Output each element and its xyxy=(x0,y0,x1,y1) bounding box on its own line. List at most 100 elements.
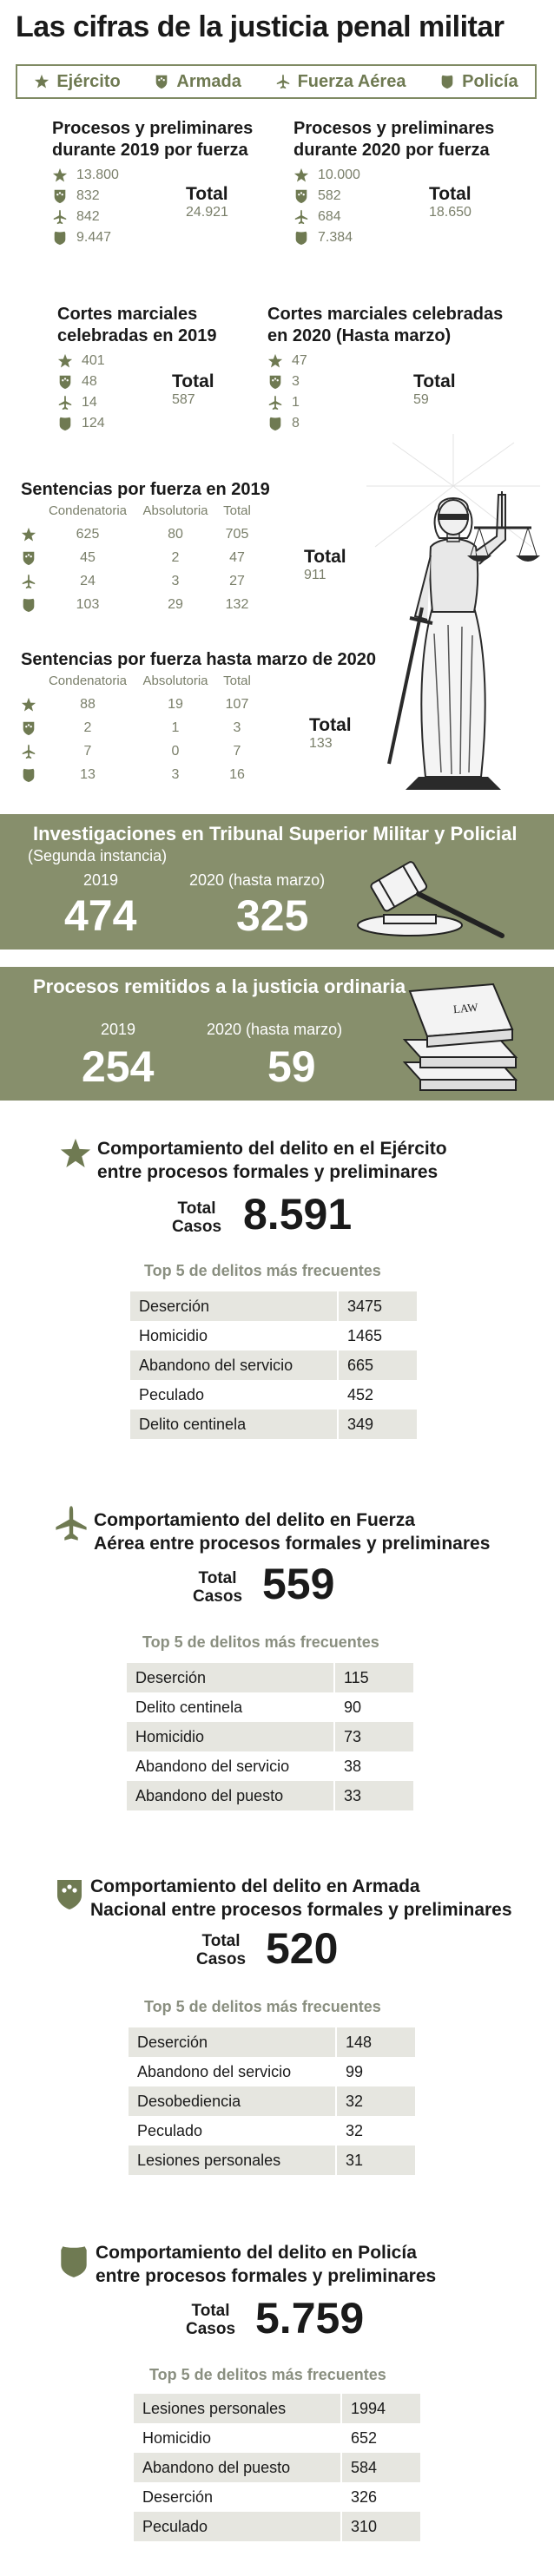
block-title: celebradas en 2019 xyxy=(57,326,217,345)
legend-item-fuerza-aerea: Fuerza Aérea xyxy=(275,72,406,92)
crime-name: Abandono del servicio xyxy=(135,1757,290,1775)
band-title: Investigaciones en Tribunal Superior Mil… xyxy=(33,823,518,844)
police-shield-icon xyxy=(17,767,40,783)
total-word: Total xyxy=(201,1932,241,1950)
table-row: Deserción 326 xyxy=(134,2482,420,2512)
crime-name: Abandono del servicio xyxy=(137,2062,292,2080)
crime-name: Lesiones personales xyxy=(129,2146,336,2175)
band-subtitle: (Segunda instancia) xyxy=(28,847,168,864)
table-row: Delito centinela 349 xyxy=(130,1410,417,1439)
force-row: 832 xyxy=(52,186,253,207)
star-icon xyxy=(59,1137,92,1174)
sentencias-2019-table: Condenatoria Absolutoria Total 625 80 70… xyxy=(17,503,278,616)
crime-name: Desobediencia xyxy=(129,2086,336,2116)
force-value: 47 xyxy=(292,353,307,368)
crime-name: Homicidio xyxy=(139,1326,208,1344)
block-title: Procesos y preliminares xyxy=(293,119,495,138)
table-row: Abandono del puesto 584 xyxy=(134,2453,420,2482)
band-title: Procesos remitidos a la justicia ordinar… xyxy=(33,976,406,997)
crime-count: 665 xyxy=(337,1350,417,1380)
navy-shield-icon xyxy=(17,550,40,566)
force-value: 13.800 xyxy=(76,168,119,182)
star-icon xyxy=(267,353,283,369)
total-label: Total xyxy=(429,184,472,204)
table-row: Delito centinela 90 xyxy=(127,1692,413,1722)
crime-count: 1994 xyxy=(340,2394,420,2423)
force-value: 9.447 xyxy=(76,230,112,245)
crime-name: Homicidio xyxy=(142,2428,212,2447)
table-row: Homicidio 652 xyxy=(134,2423,420,2453)
total-value: 18.650 xyxy=(429,205,472,220)
crime-name: Deserción xyxy=(127,1663,334,1692)
crime-name: Abandono del puesto xyxy=(127,1781,334,1810)
table-cell: 80 xyxy=(168,526,183,542)
force-row: 9.447 xyxy=(52,227,253,248)
force-value: 10.000 xyxy=(318,168,360,182)
total-value: 8.591 xyxy=(243,1190,353,1239)
sentencias-2020-title: Sentencias por fuerza hasta marzo de 202… xyxy=(21,650,377,669)
table-row: Deserción 3475 xyxy=(130,1291,417,1321)
airplane-icon xyxy=(293,209,309,225)
crime-count: 349 xyxy=(337,1410,417,1439)
total-word: Total xyxy=(191,2302,230,2320)
table-row: Deserción 115 xyxy=(127,1663,413,1692)
legend-label: Ejército xyxy=(56,71,121,91)
table-row: Peculado 310 xyxy=(134,2512,420,2541)
navy-shield-icon xyxy=(154,74,169,89)
table-row: Lesiones personales 31 xyxy=(129,2146,415,2175)
value-2020: 59 xyxy=(267,1042,316,1091)
total-label: Total xyxy=(304,547,346,567)
total-label: Total xyxy=(186,184,228,204)
total-casos-label: Total Casos xyxy=(172,1199,221,1236)
total-casos-label: Total Casos xyxy=(196,1932,246,1968)
table-row: 45 2 47 xyxy=(17,546,278,569)
crime-name: Deserción xyxy=(129,2027,336,2057)
total-value: 911 xyxy=(304,568,326,582)
crime-name: Delito centinela xyxy=(135,1698,243,1716)
table-cell: 2 xyxy=(171,549,180,565)
total-label: Total xyxy=(172,371,214,391)
top5-label: Top 5 de delitos más frecuentes xyxy=(149,2366,386,2383)
force-row: 48 xyxy=(57,371,216,392)
table-row: 625 80 705 xyxy=(17,522,278,546)
lady-justice-illustration xyxy=(366,434,540,790)
comp-title-fuerza-aerea: Comportamiento del delito en Fuerza Aére… xyxy=(94,1508,490,1555)
column-header: Total xyxy=(223,503,251,518)
force-row: 8 xyxy=(267,413,503,434)
total-value: 559 xyxy=(262,1560,335,1608)
procesos-2019-total: Total 24.921 xyxy=(186,184,228,220)
crime-count: 148 xyxy=(335,2027,415,2057)
table-cell: 3 xyxy=(171,766,180,782)
table-cell: 7 xyxy=(83,743,92,759)
force-value: 8 xyxy=(292,416,300,430)
block-title: Cortes marciales xyxy=(57,305,198,324)
gavel-icon xyxy=(357,861,505,938)
crime-count: 99 xyxy=(335,2057,415,2086)
crime-name: Deserción xyxy=(142,2487,214,2506)
table-cell: 103 xyxy=(76,596,100,612)
crime-name: Abandono del servicio xyxy=(130,1350,338,1380)
crime-name: Peculado xyxy=(134,2512,341,2541)
force-row: 10.000 xyxy=(293,165,494,186)
total-value: 587 xyxy=(172,392,195,407)
force-row: 3 xyxy=(267,371,503,392)
table-cell: 27 xyxy=(229,573,245,588)
sentencias-2019-title: Sentencias por fuerza en 2019 xyxy=(21,480,270,499)
table-row: Desobediencia 32 xyxy=(129,2086,415,2116)
star-icon xyxy=(57,353,73,369)
star-icon xyxy=(17,697,40,713)
table-cell: 24 xyxy=(80,573,96,588)
investigaciones-band: Investigaciones en Tribunal Superior Mil… xyxy=(0,814,554,950)
value-2019: 254 xyxy=(82,1042,155,1091)
airplane-icon xyxy=(275,74,291,89)
navy-shield-icon xyxy=(52,1871,87,1921)
table-cell: 3 xyxy=(233,720,241,735)
value-2020: 325 xyxy=(236,891,309,940)
force-value: 684 xyxy=(318,209,341,224)
legend-label: Policía xyxy=(462,71,518,91)
force-row: 582 xyxy=(293,186,494,207)
force-row: 124 xyxy=(57,413,216,434)
crime-name: Peculado xyxy=(139,1385,205,1403)
force-value: 3 xyxy=(292,374,300,389)
crime-count: 326 xyxy=(340,2482,420,2512)
